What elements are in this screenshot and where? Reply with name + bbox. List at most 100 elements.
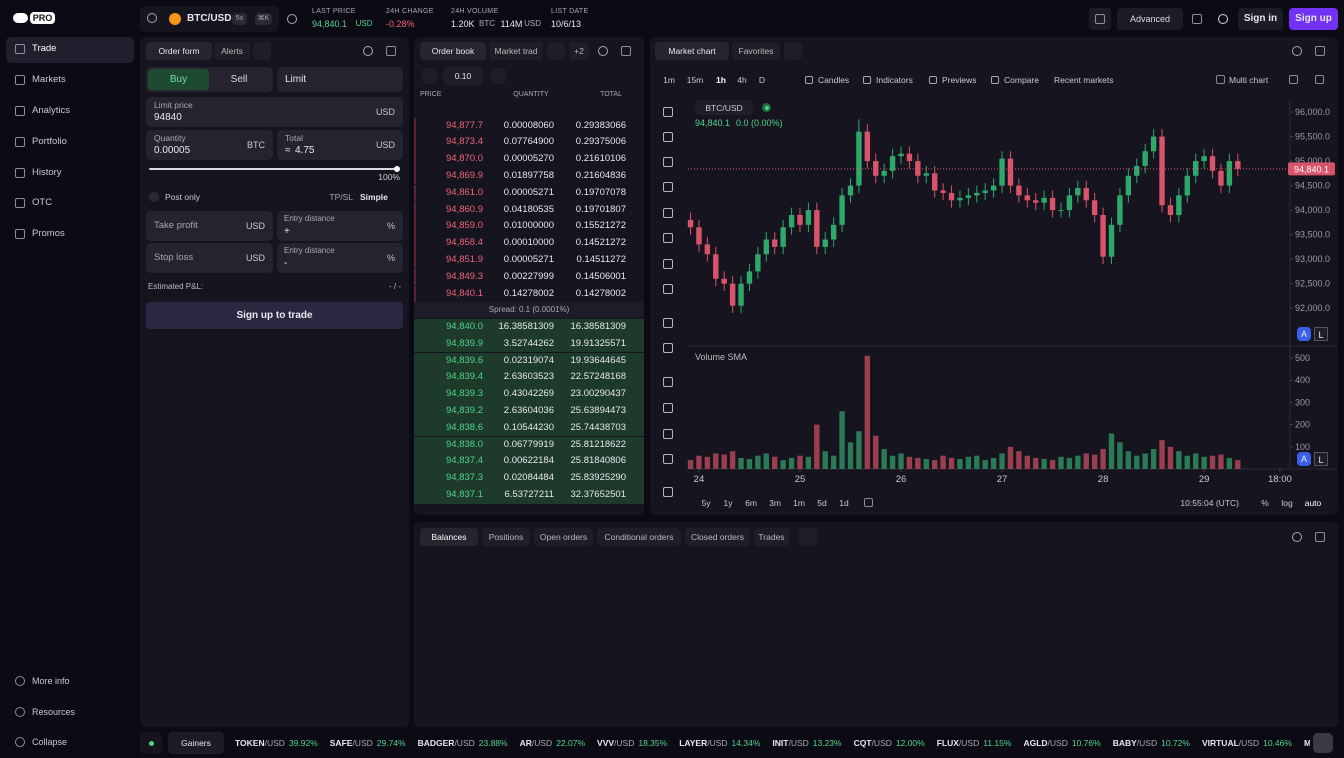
axis-log-bg[interactable] bbox=[1314, 452, 1328, 466]
ticker-item[interactable]: AR/USD 22.07% bbox=[520, 736, 585, 750]
ob-price[interactable]: 94,839.3 bbox=[446, 388, 483, 400]
ob-price[interactable]: 94,837.4 bbox=[446, 455, 483, 467]
ob-price[interactable]: 94,838.6 bbox=[446, 421, 483, 433]
ticker-item[interactable]: INIT/USD 13.23% bbox=[772, 736, 841, 750]
tab-bg[interactable] bbox=[146, 42, 212, 60]
slider-knob[interactable] bbox=[394, 166, 400, 172]
axis-auto[interactable]: A bbox=[1300, 329, 1307, 339]
nav-item[interactable]: Portfolio bbox=[32, 136, 67, 147]
ticker-item[interactable]: LAYER/USD 14.34% bbox=[679, 736, 760, 750]
ticker-item[interactable]: ME/U bbox=[1304, 736, 1310, 750]
tab[interactable]: Order book bbox=[431, 46, 475, 56]
tick-size-bg[interactable] bbox=[443, 67, 483, 85]
nav-item[interactable]: Trade bbox=[32, 43, 57, 54]
range[interactable]: 5y bbox=[701, 498, 711, 508]
interval[interactable]: 4h bbox=[737, 75, 747, 85]
chart-tool[interactable]: Previews bbox=[942, 75, 977, 85]
nav-item[interactable]: History bbox=[32, 167, 62, 178]
tab-more[interactable]: +2 bbox=[574, 46, 584, 56]
tab-add[interactable] bbox=[253, 44, 271, 58]
tab[interactable]: Favorites bbox=[738, 46, 774, 56]
tab-bg[interactable] bbox=[420, 528, 478, 546]
layout-btn[interactable] bbox=[1089, 8, 1111, 30]
tab[interactable]: Order form bbox=[158, 46, 200, 56]
sign-up[interactable]: Sign up bbox=[1295, 13, 1332, 24]
axis-auto-bg[interactable] bbox=[1297, 327, 1311, 341]
multi-chart[interactable]: Multi chart bbox=[1229, 75, 1269, 85]
field[interactable] bbox=[146, 211, 273, 241]
chart-tool[interactable]: Indicators bbox=[876, 75, 913, 85]
tab-add-bg[interactable] bbox=[547, 42, 565, 60]
ob-price[interactable]: 94,840.1 bbox=[446, 287, 483, 299]
tab-bg[interactable] bbox=[597, 528, 681, 546]
nav-bottom-item[interactable]: Collapse bbox=[32, 737, 68, 747]
ob-price[interactable]: 94,839.2 bbox=[446, 405, 483, 416]
ob-price[interactable]: 94,839.6 bbox=[446, 354, 483, 366]
tpsl-mode[interactable]: Simple bbox=[360, 192, 388, 202]
tab-bg[interactable] bbox=[685, 528, 750, 546]
tab-add-bg[interactable] bbox=[253, 42, 271, 60]
buy-bg[interactable] bbox=[148, 69, 209, 90]
ob-price[interactable]: 94,870.0 bbox=[446, 153, 483, 165]
gainers-bg[interactable] bbox=[168, 732, 224, 754]
ob-price[interactable]: 94,840.0 bbox=[446, 321, 483, 332]
ob-price[interactable]: 94,839.9 bbox=[446, 337, 483, 349]
nav-item[interactable]: Promos bbox=[32, 228, 65, 239]
tab-bg[interactable] bbox=[420, 42, 486, 60]
tab-add[interactable] bbox=[547, 44, 565, 58]
interval[interactable]: 15m bbox=[686, 75, 704, 85]
sign-in[interactable]: Sign in bbox=[1243, 13, 1278, 24]
ob-price[interactable]: 94,849.3 bbox=[446, 270, 483, 282]
nav-item[interactable]: OTC bbox=[32, 197, 53, 208]
mode-select[interactable]: Advanced bbox=[1129, 14, 1171, 24]
tab-add-bg[interactable] bbox=[784, 42, 802, 60]
tab-bg[interactable] bbox=[534, 528, 593, 546]
field[interactable] bbox=[277, 211, 403, 241]
axis-log[interactable]: L bbox=[1314, 452, 1328, 466]
range[interactable]: 6m bbox=[745, 498, 757, 508]
nav-bottom-item[interactable]: Resources bbox=[32, 707, 76, 717]
chart-tool[interactable]: Recent markets bbox=[1054, 75, 1114, 85]
ob-price[interactable]: 94,858.4 bbox=[446, 237, 483, 249]
ticker-item[interactable]: FLUX/USD 11.15% bbox=[937, 736, 1012, 750]
range[interactable]: 1d bbox=[839, 498, 849, 508]
sign-up-bg[interactable] bbox=[1289, 8, 1338, 30]
tab-bg[interactable] bbox=[489, 42, 543, 60]
interval[interactable]: D bbox=[758, 75, 766, 85]
ticker-item[interactable]: BADGER/USD 23.88% bbox=[418, 736, 508, 750]
tab[interactable]: Alerts bbox=[221, 46, 243, 56]
ticker-item[interactable]: CQT/USD 12.00% bbox=[854, 736, 925, 750]
submit[interactable]: Sign up to trade bbox=[236, 309, 313, 321]
tick-size[interactable]: 0.10 bbox=[454, 71, 472, 81]
ticker-next[interactable] bbox=[1313, 733, 1333, 753]
pair[interactable]: BTC/USD bbox=[187, 13, 232, 24]
field[interactable] bbox=[277, 243, 403, 273]
checkbox[interactable] bbox=[1216, 75, 1225, 84]
type[interactable]: Limit bbox=[285, 73, 307, 85]
scale-mode[interactable]: auto bbox=[1304, 498, 1322, 508]
field[interactable] bbox=[277, 130, 403, 160]
scale-mode[interactable]: log bbox=[1281, 498, 1293, 508]
tab[interactable]: Balances bbox=[431, 532, 467, 542]
ob-price[interactable]: 94,873.4 bbox=[446, 136, 483, 148]
gainers[interactable]: Gainers bbox=[181, 738, 211, 748]
ob-price[interactable]: 94,859.0 bbox=[446, 220, 483, 232]
tab[interactable]: Open orders bbox=[539, 532, 588, 542]
tab-more-bg[interactable] bbox=[569, 42, 589, 60]
ob-price[interactable]: 94,837.1 bbox=[446, 489, 483, 500]
range[interactable]: 1y bbox=[723, 498, 733, 508]
plus-btn[interactable] bbox=[490, 68, 506, 84]
tab-add-bg[interactable] bbox=[799, 528, 817, 546]
chart-tool[interactable]: Candles bbox=[818, 75, 850, 85]
axis-auto-bg[interactable] bbox=[1297, 452, 1311, 466]
ob-price[interactable]: 94,869.9 bbox=[446, 169, 483, 181]
tab-bg[interactable] bbox=[754, 528, 789, 546]
tab-bg[interactable] bbox=[732, 42, 780, 60]
ticker-item[interactable]: VIRTUAL/USD 10.46% bbox=[1202, 736, 1292, 750]
ob-price[interactable]: 94,877.7 bbox=[446, 119, 483, 131]
tab[interactable]: Conditional orders bbox=[604, 532, 674, 542]
tab[interactable]: Trades bbox=[758, 532, 785, 542]
tab[interactable]: Closed orders bbox=[691, 532, 744, 542]
range[interactable]: 5d bbox=[817, 498, 827, 508]
type-select[interactable] bbox=[277, 67, 403, 92]
